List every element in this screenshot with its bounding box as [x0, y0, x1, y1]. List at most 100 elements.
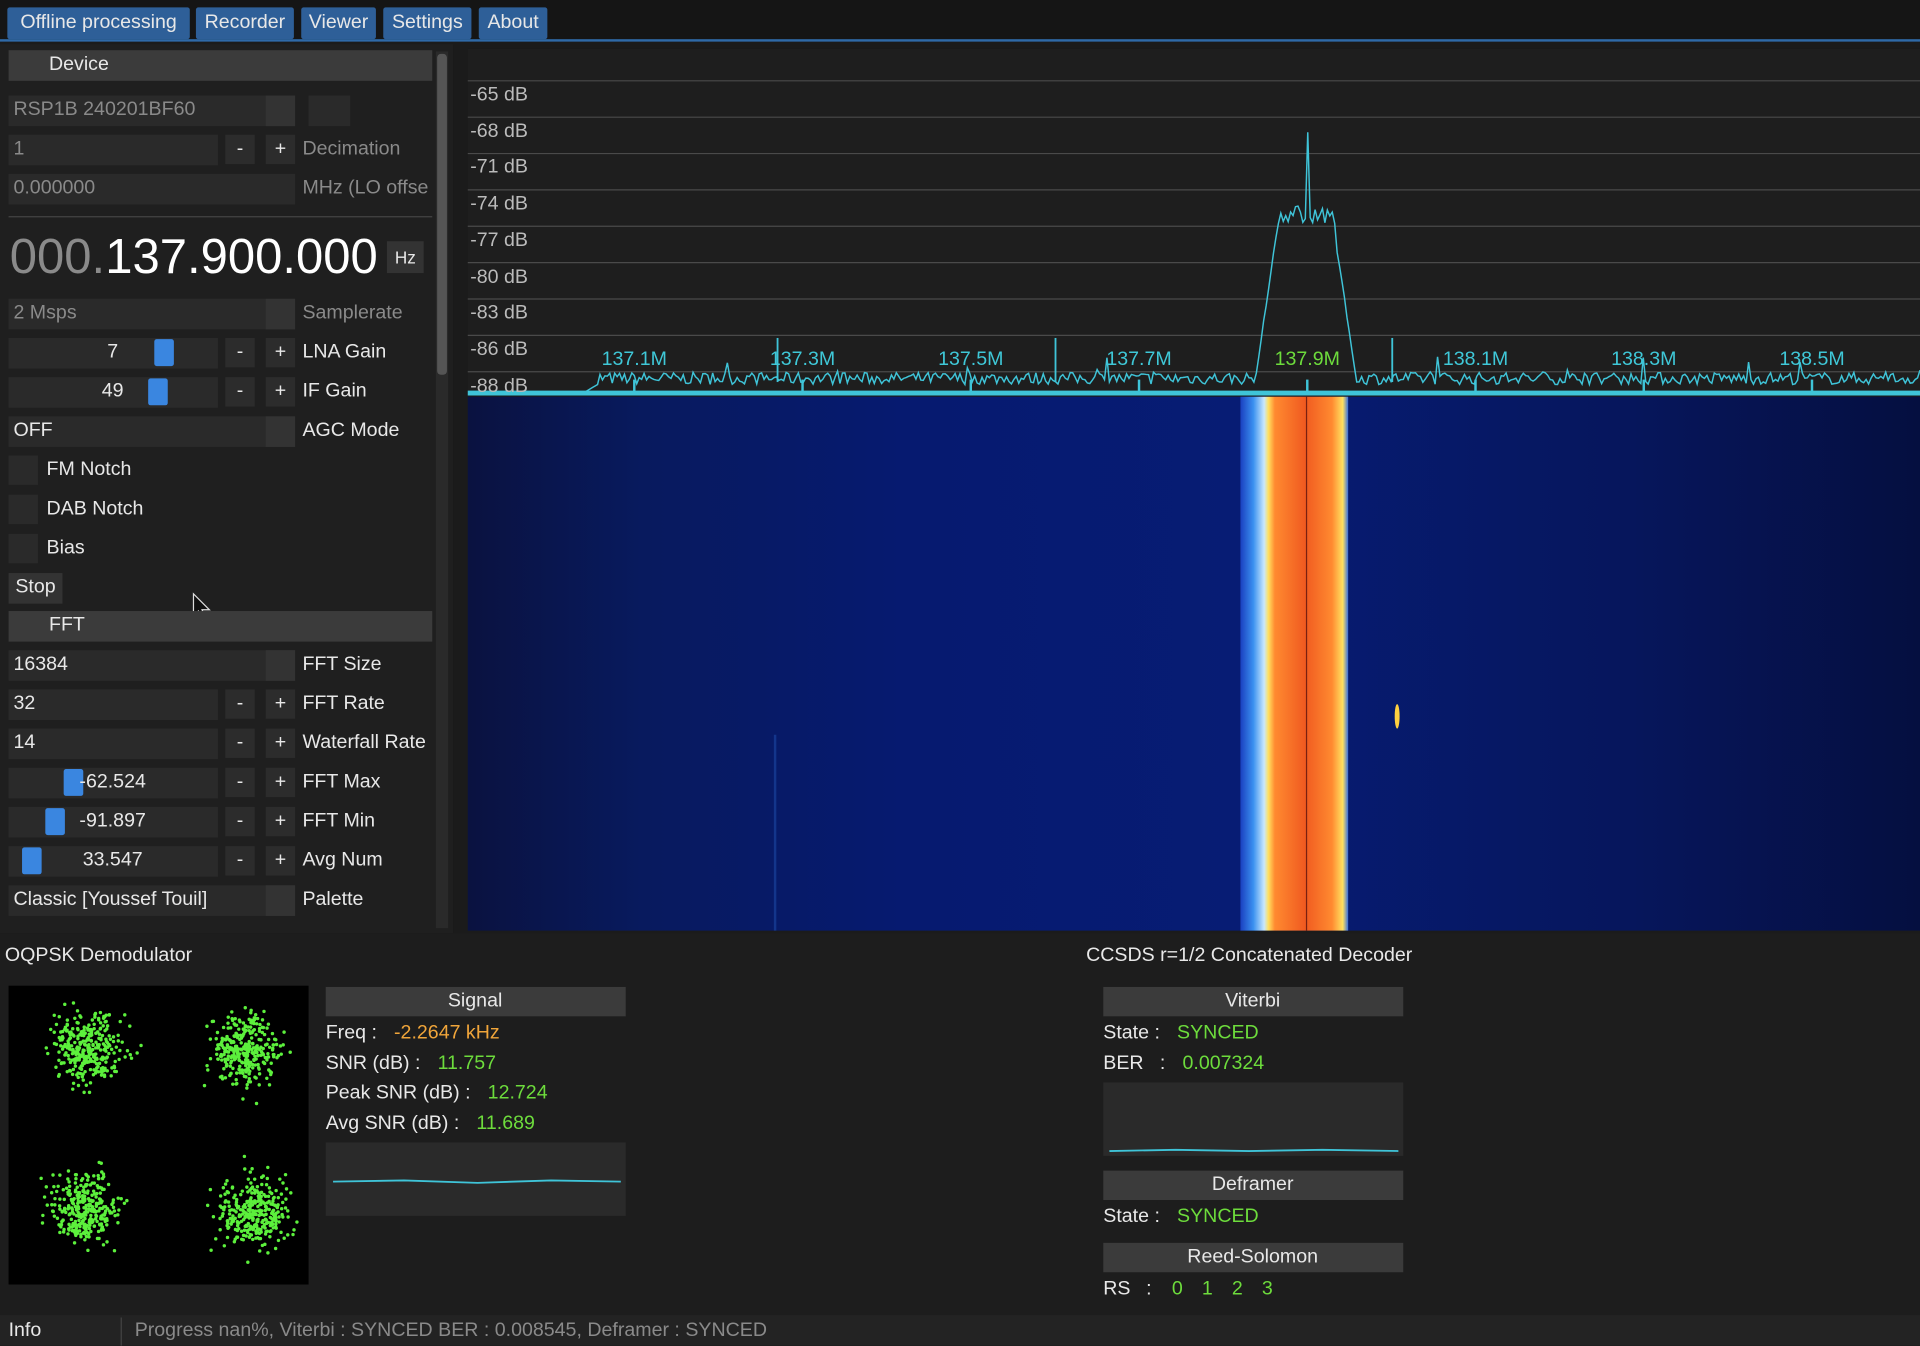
- dropdown-arrow-box[interactable]: [265, 95, 296, 127]
- stepper-minus-label[interactable]: -: [236, 341, 244, 363]
- stepper-minus-label[interactable]: -: [236, 732, 244, 754]
- checkbox[interactable]: [8, 533, 38, 564]
- stepper-minus[interactable]: [225, 134, 255, 165]
- tab-label[interactable]: Settings: [391, 12, 463, 34]
- checkbox-label[interactable]: Bias: [46, 537, 85, 559]
- slider-value[interactable]: -91.897: [79, 810, 146, 832]
- tab-label[interactable]: Recorder: [204, 12, 286, 34]
- dropdown-value[interactable]: 2 Msps: [13, 302, 77, 324]
- dropdown-arrow-box[interactable]: [265, 885, 296, 916]
- stepper-minus-label[interactable]: -: [236, 380, 244, 402]
- dropdown-arrow-box[interactable]: [265, 650, 296, 681]
- number-input[interactable]: [8, 728, 218, 760]
- button[interactable]: [8, 573, 63, 604]
- input-value[interactable]: 0.000000: [13, 177, 96, 199]
- slider-value[interactable]: -62.524: [79, 771, 146, 793]
- dropdown-arrow-box[interactable]: [265, 416, 296, 447]
- section-header-label[interactable]: Device: [48, 53, 109, 75]
- constellation-dot: [80, 1064, 85, 1068]
- stepper-plus[interactable]: [265, 846, 296, 876]
- tab-label[interactable]: About: [487, 12, 539, 34]
- dropdown[interactable]: [8, 298, 296, 330]
- tab[interactable]: [383, 7, 472, 40]
- stepper-plus[interactable]: [265, 689, 296, 719]
- slider-value[interactable]: 49: [101, 380, 124, 402]
- slider-input[interactable]: [8, 846, 218, 877]
- scrollbar-thumb[interactable]: [437, 53, 447, 375]
- slider-input[interactable]: [8, 806, 218, 838]
- frequency-dim[interactable]: 000.: [9, 230, 106, 285]
- frequency-value[interactable]: 137.900.000: [105, 230, 378, 285]
- slider-input[interactable]: [8, 767, 218, 799]
- number-value[interactable]: 32: [13, 693, 36, 714]
- button-label[interactable]: Stop: [15, 576, 56, 598]
- constellation-dot: [268, 1235, 272, 1239]
- dropdown[interactable]: [8, 885, 296, 916]
- slider-value[interactable]: 33.547: [82, 849, 143, 871]
- slider-value[interactable]: 7: [107, 341, 119, 363]
- refresh-button[interactable]: [308, 95, 351, 127]
- tab[interactable]: [195, 7, 294, 40]
- dropdown-arrow-box[interactable]: [265, 298, 296, 330]
- stepper-plus-label[interactable]: +: [274, 771, 287, 793]
- section-header-label[interactable]: FFT: [48, 614, 85, 636]
- stepper-minus-label[interactable]: -: [236, 771, 244, 793]
- slider-input[interactable]: [8, 337, 218, 369]
- stepper-plus-label[interactable]: +: [274, 341, 287, 363]
- stepper-plus-label[interactable]: +: [274, 810, 287, 832]
- stepper-minus-label[interactable]: -: [236, 849, 244, 871]
- number-input[interactable]: [8, 689, 218, 721]
- stepper-plus-label[interactable]: +: [274, 138, 287, 160]
- dropdown-value[interactable]: OFF: [13, 420, 53, 441]
- checkbox[interactable]: [8, 494, 38, 525]
- stepper-minus[interactable]: [225, 806, 255, 837]
- stepper-minus[interactable]: [225, 728, 255, 758]
- tab[interactable]: [478, 7, 548, 40]
- stepper-plus[interactable]: [265, 377, 296, 407]
- stepper-plus[interactable]: [265, 728, 296, 758]
- slider-handle[interactable]: [154, 339, 174, 367]
- text-input[interactable]: [8, 173, 296, 205]
- stepper-plus[interactable]: [265, 337, 296, 368]
- dropdown[interactable]: [8, 95, 296, 127]
- tab-label[interactable]: Viewer: [308, 12, 369, 34]
- stepper-plus[interactable]: [265, 134, 296, 165]
- stepper-plus-label[interactable]: +: [274, 380, 287, 402]
- checkbox[interactable]: [8, 455, 38, 485]
- stepper-plus-label[interactable]: +: [274, 849, 287, 871]
- tab-label[interactable]: Offline processing: [20, 12, 177, 34]
- checkbox-label[interactable]: DAB Notch: [46, 498, 144, 520]
- number-value[interactable]: 1: [13, 138, 25, 160]
- constellation-dot: [267, 1083, 272, 1087]
- dropdown[interactable]: [8, 650, 296, 681]
- stepper-minus-label[interactable]: -: [236, 138, 244, 160]
- stepper-minus-label[interactable]: -: [236, 693, 244, 714]
- stepper-plus[interactable]: [265, 767, 296, 798]
- tab[interactable]: [7, 7, 190, 40]
- tab[interactable]: [301, 7, 376, 40]
- dropdown[interactable]: [8, 416, 296, 447]
- section-header[interactable]: [8, 611, 433, 642]
- stepper-minus[interactable]: [225, 689, 255, 719]
- slider-input[interactable]: [8, 377, 218, 408]
- stepper-minus[interactable]: [225, 337, 255, 368]
- slider-handle[interactable]: [148, 378, 168, 406]
- dropdown-value[interactable]: 16384: [13, 653, 68, 675]
- checkbox-label[interactable]: FM Notch: [46, 459, 132, 481]
- dropdown-value[interactable]: Classic [Youssef Touil]: [13, 888, 208, 910]
- stepper-plus-label[interactable]: +: [274, 693, 287, 714]
- slider-handle[interactable]: [22, 847, 42, 875]
- stepper-minus[interactable]: [225, 377, 255, 407]
- stepper-plus-label[interactable]: +: [274, 732, 287, 754]
- slider-handle[interactable]: [63, 768, 84, 796]
- stepper-minus-label[interactable]: -: [236, 810, 244, 832]
- panel-title: OQPSK Demodulator: [4, 945, 193, 967]
- dropdown-value[interactable]: RSP1B 240201BF60: [13, 99, 196, 121]
- slider-handle[interactable]: [45, 808, 65, 836]
- number-value[interactable]: 14: [13, 732, 36, 754]
- section-header[interactable]: [8, 50, 433, 81]
- stepper-minus[interactable]: [225, 846, 255, 876]
- stepper-plus[interactable]: [265, 806, 296, 837]
- number-input[interactable]: [8, 134, 218, 166]
- stepper-minus[interactable]: [225, 767, 255, 798]
